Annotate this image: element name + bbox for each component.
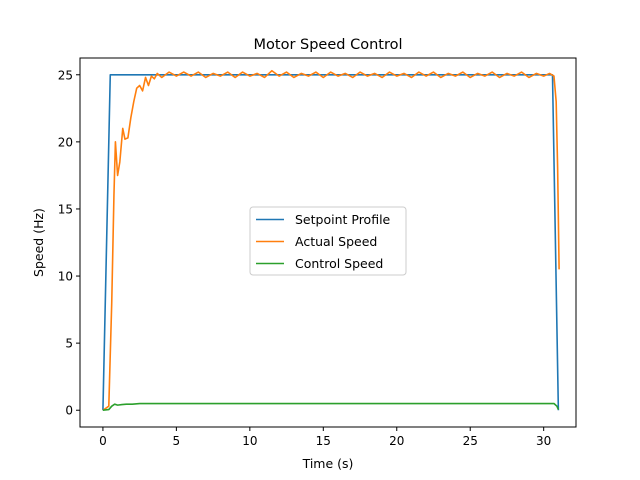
y-axis-label: Speed (Hz) — [31, 208, 46, 277]
x-tick-label: 30 — [536, 434, 551, 448]
legend-label-setpoint-profile: Setpoint Profile — [295, 212, 391, 227]
series-line-setpoint-profile — [102, 73, 560, 411]
series-line-control-speed — [102, 402, 560, 412]
y-tick-label: 10 — [58, 270, 73, 284]
series-line-actual-speed — [102, 69, 560, 411]
y-tick-label: 0 — [65, 404, 73, 418]
plot-frame — [79, 57, 577, 428]
x-tick-label: 10 — [242, 434, 257, 448]
legend-items: Setpoint Profile Actual Speed Control Spee… — [256, 212, 391, 271]
y-tick-label: 5 — [65, 337, 73, 351]
legend-label-control-speed: Control Speed — [295, 256, 383, 271]
series-layer — [102, 69, 560, 412]
x-tick-label: 20 — [389, 434, 404, 448]
y-axis-ticks: 0 5 10 15 20 25 — [58, 68, 80, 418]
x-tick-label: 0 — [99, 434, 107, 448]
x-axis-label: Time (s) — [302, 456, 354, 471]
x-tick-label: 15 — [316, 434, 331, 448]
y-tick-label: 25 — [58, 68, 73, 82]
legend-label-actual-speed: Actual Speed — [295, 234, 377, 249]
legend: Setpoint Profile Actual Speed Control Spee… — [249, 206, 407, 276]
chart-title: Motor Speed Control — [254, 37, 403, 53]
y-tick-label: 20 — [58, 135, 73, 149]
legend-box — [249, 206, 407, 276]
x-tick-label: 25 — [463, 434, 478, 448]
y-tick-label: 15 — [58, 202, 73, 216]
x-axis-ticks: 0 5 10 15 20 25 30 — [99, 427, 551, 448]
x-tick-label: 5 — [173, 434, 181, 448]
